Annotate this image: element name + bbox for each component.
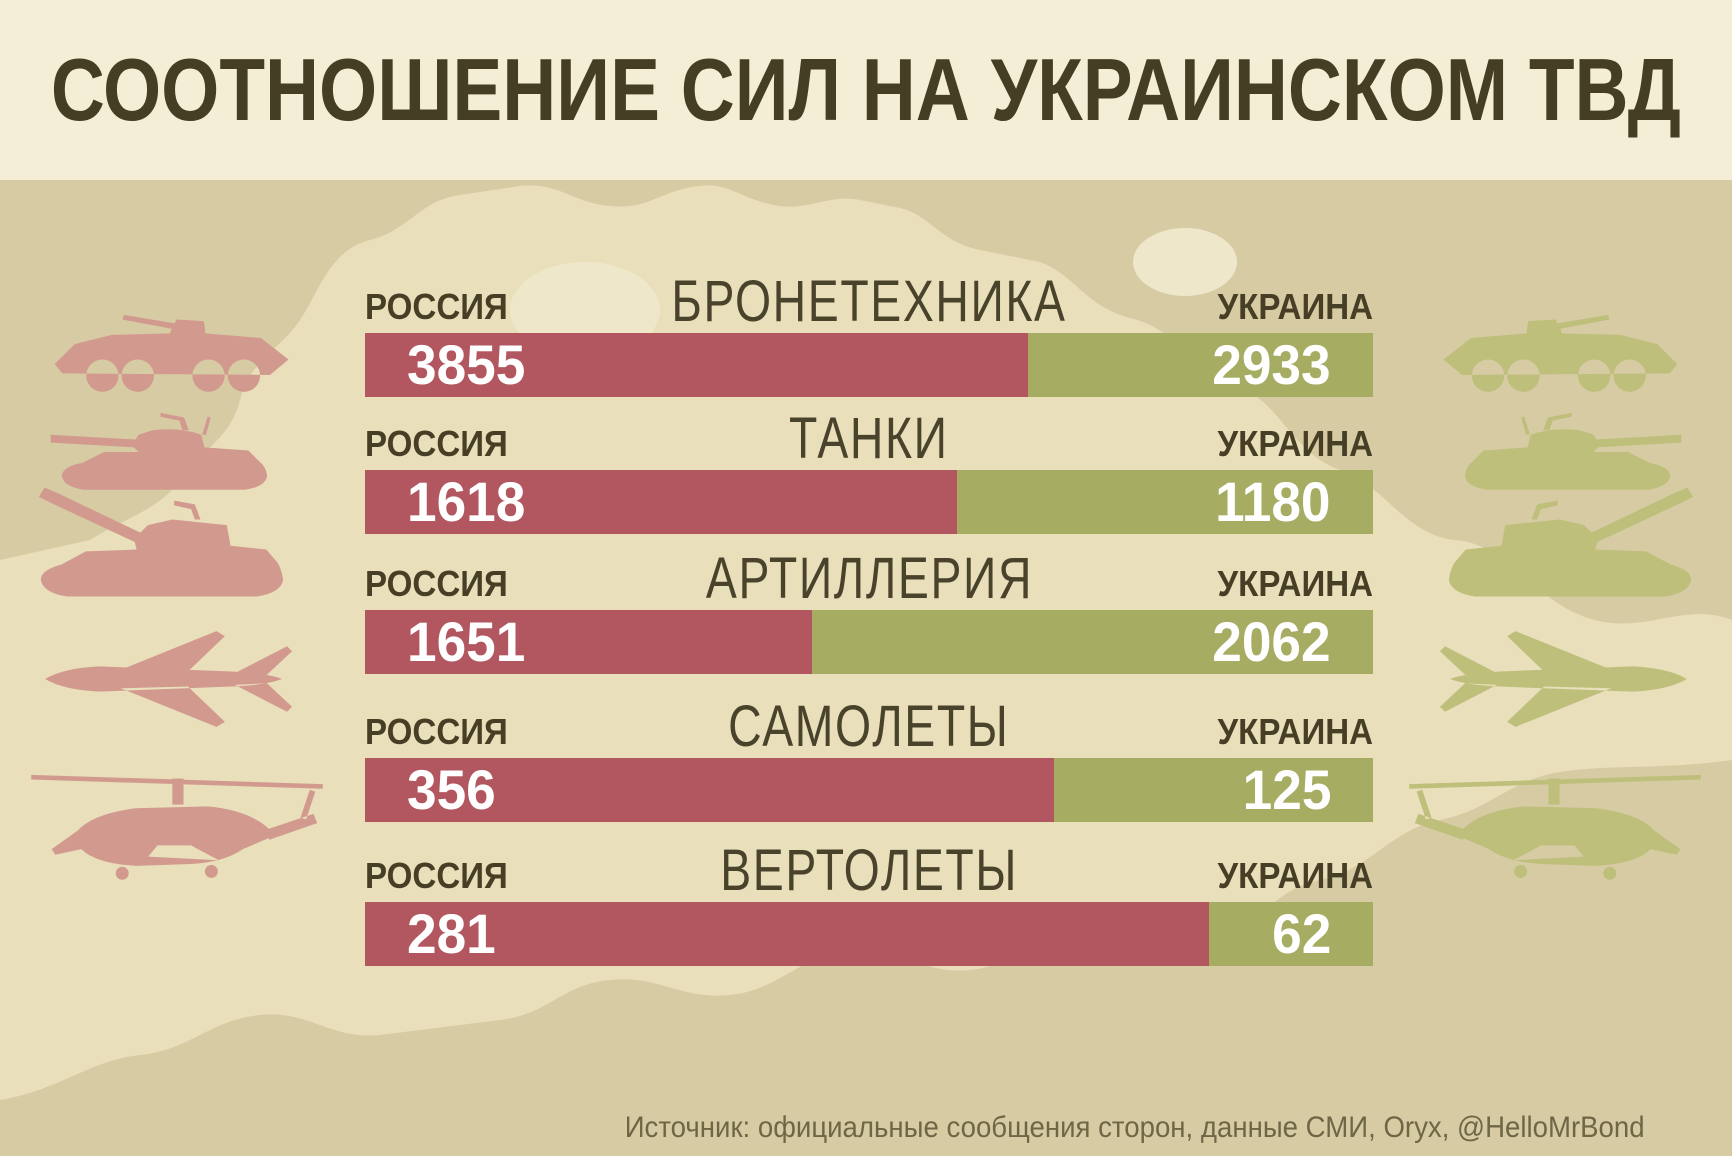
ukraine-bar-segment: 2062: [811, 610, 1373, 674]
category-title: САМОЛЕТЫ: [728, 694, 1010, 759]
ukraine-bar-segment: 2933: [1028, 333, 1373, 397]
source-note: Источник: официальные сообщения сторон, …: [625, 1111, 1645, 1144]
category-title: ВЕРТОЛЕТЫ: [720, 838, 1018, 903]
comparison-bar: 1618 1180: [365, 470, 1373, 534]
map-north-region: [0, 180, 1732, 624]
ukraine-bar-segment: 62: [1208, 902, 1373, 966]
russia-bar-segment: 1618: [365, 470, 957, 534]
russia-howitzer-icon: [12, 480, 342, 604]
russia-value: 1618: [407, 470, 526, 533]
chart-column: РОССИЯ АРТИЛЛЕРИЯ УКРАИНА 1651 2062: [365, 542, 1373, 674]
ukraine-label: УКРАИНА: [1217, 423, 1373, 464]
ukraine-howitzer-icon: [1390, 480, 1720, 604]
russia-value: 281: [407, 902, 496, 965]
ukraine-value: 1180: [1215, 470, 1331, 533]
ukraine-jet-icon: [1390, 616, 1720, 742]
russia-label: РОССИЯ: [365, 855, 508, 896]
ukraine-value: 2062: [1212, 610, 1331, 673]
map-light-patch: [1133, 228, 1237, 296]
russia-bar-segment: 281: [365, 902, 1209, 966]
comparison-bar: 1651 2062: [365, 610, 1373, 674]
page-title: СООТНОШЕНИЕ СИЛ НА УКРАИНСКОМ ТВД: [50, 40, 1682, 139]
ukraine-bar-segment: 125: [1054, 758, 1373, 822]
russia-bar-segment: 3855: [365, 333, 1029, 397]
comparison-bar: 356 125: [365, 758, 1373, 822]
ukraine-value: 2933: [1212, 333, 1331, 396]
comparison-bar: 3855 2933: [365, 333, 1373, 397]
ukraine-label: УКРАИНА: [1217, 855, 1373, 896]
category-title: АРТИЛЛЕРИЯ: [705, 546, 1033, 611]
chart-column: РОССИЯ БРОНЕТЕХНИКА УКРАИНА 3855 2933: [365, 265, 1373, 397]
russia-apc-icon: [12, 298, 342, 398]
chart-column: РОССИЯ ТАНКИ УКРАИНА 1618 1180: [365, 402, 1373, 534]
category-title: ТАНКИ: [789, 406, 949, 471]
ukraine-label: УКРАИНА: [1217, 286, 1373, 327]
russia-label: РОССИЯ: [365, 423, 508, 464]
russia-label: РОССИЯ: [365, 286, 508, 327]
header: СООТНОШЕНИЕ СИЛ НА УКРАИНСКОМ ТВД: [0, 0, 1732, 180]
ukraine-apc-icon: [1390, 298, 1720, 398]
russia-label: РОССИЯ: [365, 711, 508, 752]
russia-bar-segment: 1651: [365, 610, 812, 674]
russia-value: 1651: [407, 610, 526, 673]
russia-label: РОССИЯ: [365, 563, 508, 604]
ukraine-label: УКРАИНА: [1217, 711, 1373, 752]
ukraine-value: 62: [1271, 902, 1331, 965]
russia-helicopter-icon: [12, 760, 342, 890]
russia-jet-icon: [12, 616, 342, 742]
russia-value: 3855: [407, 333, 526, 396]
category-title: БРОНЕТЕХНИКА: [671, 269, 1067, 334]
ukraine-value: 125: [1242, 758, 1331, 821]
russia-bar-segment: 356: [365, 758, 1055, 822]
ukraine-helicopter-icon: [1390, 760, 1720, 890]
chart-column: РОССИЯ САМОЛЕТЫ УКРАИНА 356 125: [365, 690, 1373, 822]
comparison-bar: 281 62: [365, 902, 1373, 966]
chart-column: РОССИЯ ВЕРТОЛЕТЫ УКРАИНА 281 62: [365, 834, 1373, 966]
ukraine-label: УКРАИНА: [1217, 563, 1373, 604]
russia-value: 356: [407, 758, 496, 821]
ukraine-bar-segment: 1180: [956, 470, 1373, 534]
